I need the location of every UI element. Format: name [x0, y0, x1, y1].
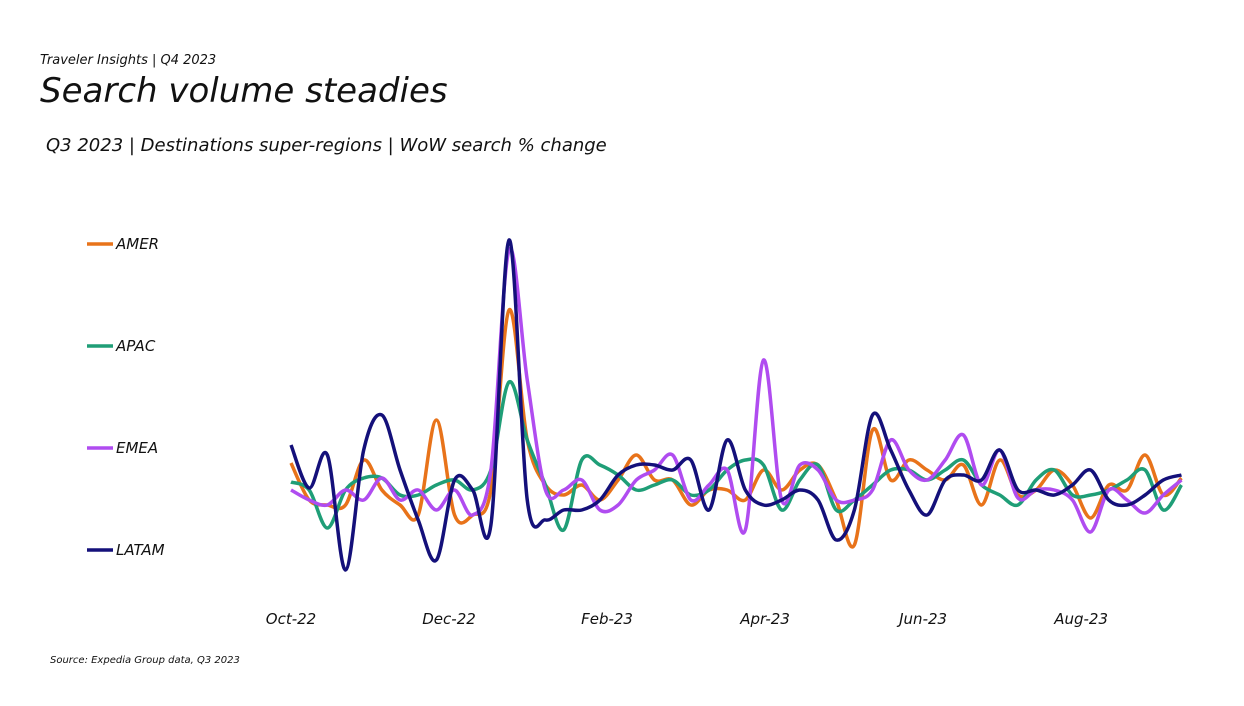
legend-label: APAC: [115, 337, 156, 355]
chart-title: Search volume steadies: [40, 71, 448, 111]
x-tick-label: Apr-23: [739, 610, 790, 628]
legend-label: EMEA: [116, 439, 158, 457]
x-tick-label: Oct-22: [266, 610, 316, 628]
eyebrow: Traveler Insights | Q4 2023: [40, 53, 216, 68]
series-line: [289, 238, 1182, 572]
legend-label: AMER: [115, 235, 159, 253]
legend-label: LATAM: [116, 541, 165, 559]
source: Source: Expedia Group data, Q3 2023: [50, 655, 240, 666]
series-line: [290, 380, 1183, 532]
x-tick-label: Dec-22: [422, 610, 476, 628]
x-tick-label: Jun-23: [896, 610, 947, 628]
x-tick-label: Aug-23: [1053, 610, 1108, 628]
x-tick-label: Feb-23: [581, 610, 633, 628]
subtitle: Q3 2023 | Destinations super-regions | W…: [46, 135, 607, 156]
